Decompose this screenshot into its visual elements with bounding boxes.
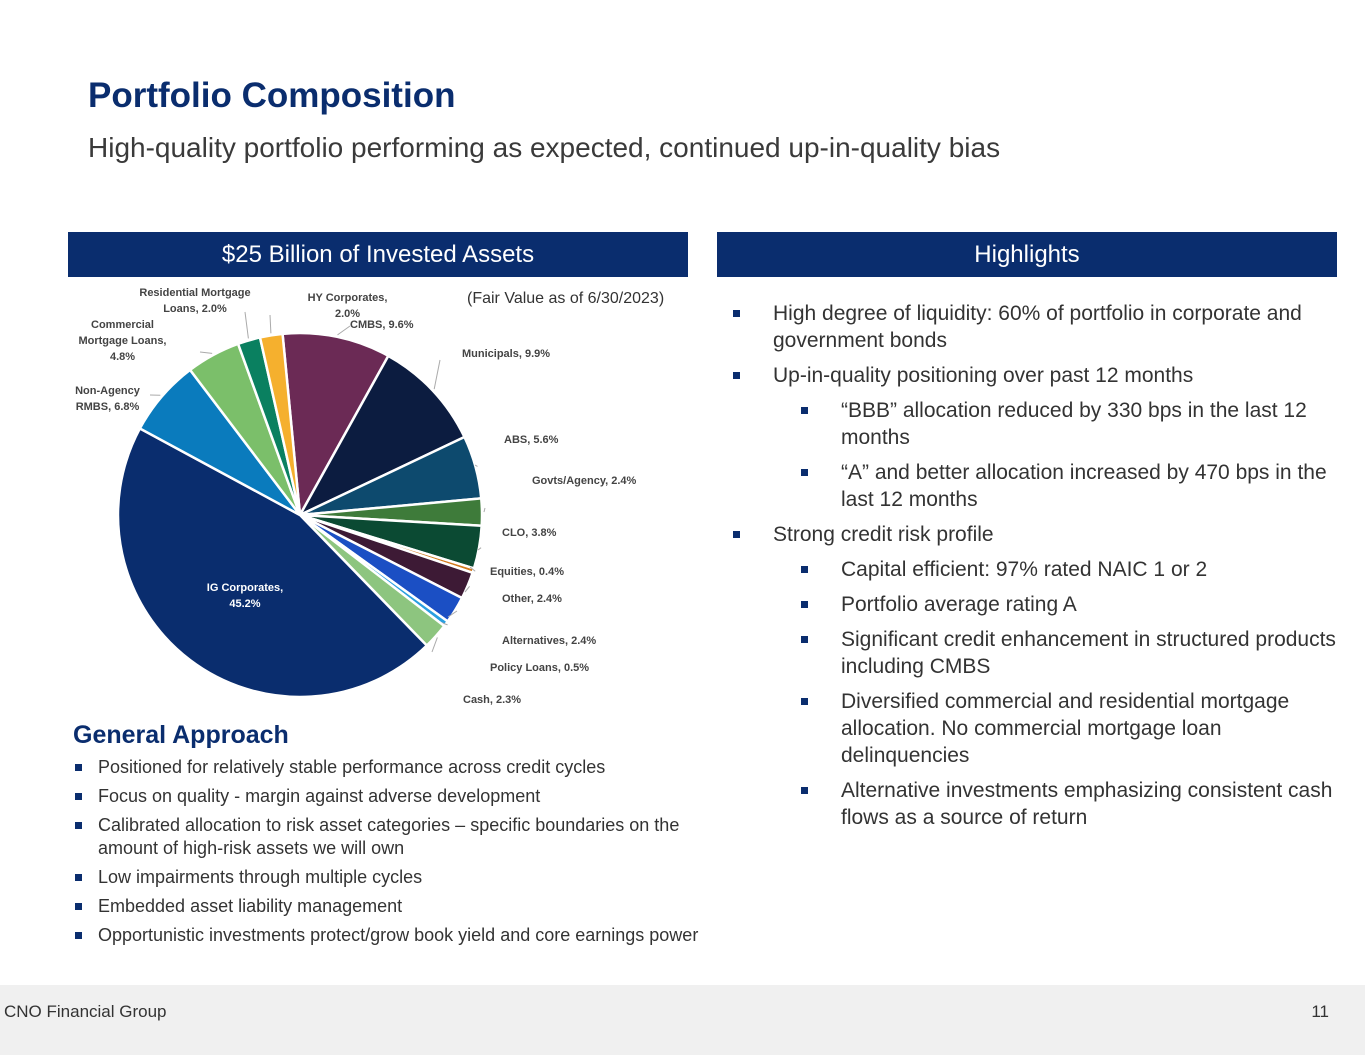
- general-approach-title: General Approach: [73, 721, 289, 749]
- leader-line: [244, 311, 249, 339]
- highlight-item: “BBB” allocation reduced by 330 bps in t…: [730, 397, 1340, 451]
- data-label: Alternatives, 2.4%: [502, 635, 597, 647]
- data-label: Equities, 0.4%: [490, 566, 564, 578]
- data-label: IG Corporates, 45.2%: [206, 582, 284, 610]
- highlight-item: Portfolio average rating A: [730, 591, 1340, 618]
- page-number: 11: [1311, 1002, 1329, 1021]
- highlight-item: High degree of liquidity: 60% of portfol…: [730, 300, 1340, 354]
- highlight-item: Diversified commercial and residential m…: [730, 688, 1340, 769]
- leader-line: [337, 325, 351, 336]
- data-label: Residential Mortgage Loans, 2.0%: [139, 287, 251, 315]
- data-label: Policy Loans, 0.5%: [490, 662, 590, 674]
- approach-item: Low impairments through multiple cycles: [73, 866, 713, 889]
- leader-line: [483, 507, 486, 513]
- page-title: Portfolio Composition: [88, 76, 456, 115]
- portfolio-pie-chart: [116, 311, 486, 699]
- leader-line: [269, 314, 272, 334]
- highlight-item: Alternative investments emphasizing cons…: [730, 777, 1340, 831]
- approach-item: Embedded asset liability management: [73, 895, 713, 918]
- pie-slice-ig-corporates: [116, 426, 429, 699]
- approach-item: Positioned for relatively stable perform…: [73, 756, 713, 779]
- leader-line: [469, 566, 476, 572]
- pie-slice-cmbs: [281, 331, 391, 520]
- invested-assets-header: $25 Billion of Invested Assets: [68, 232, 688, 277]
- highlight-item: Capital efficient: 97% rated NAIC 1 or 2: [730, 556, 1340, 583]
- data-label: Govts/Agency, 2.4%: [532, 475, 637, 487]
- data-label: CLO, 3.8%: [502, 527, 557, 539]
- leader-line: [477, 547, 482, 551]
- approach-item: Calibrated allocation to risk asset cate…: [73, 814, 713, 860]
- data-label: Cash, 2.3%: [463, 694, 522, 706]
- pie-slice-municipals: [297, 354, 467, 518]
- general-approach-list: Positioned for relatively stable perform…: [73, 756, 713, 953]
- highlight-item: Up-in-quality positioning over past 12 m…: [730, 362, 1340, 389]
- highlights-header: Highlights: [717, 232, 1337, 277]
- leader-line: [433, 359, 441, 390]
- pie-slice-hy-corporates: [258, 332, 302, 516]
- approach-item: Opportunistic investments protect/grow b…: [73, 924, 713, 947]
- leader-line: [464, 586, 470, 593]
- data-label: CMBS, 9.6%: [350, 319, 414, 331]
- highlight-item: Significant credit enhancement in struct…: [730, 626, 1340, 680]
- data-label: ABS, 5.6%: [504, 434, 559, 446]
- footer-company: CNO Financial Group: [4, 1002, 167, 1021]
- highlight-item: Strong credit risk profile: [730, 521, 1340, 548]
- leader-line: [474, 464, 478, 467]
- data-label: HY Corporates, 2.0%: [307, 292, 388, 320]
- page-subtitle: High-quality portfolio performing as exp…: [88, 132, 1001, 163]
- highlight-item: “A” and better allocation increased by 4…: [730, 459, 1340, 513]
- data-label: Municipals, 9.9%: [462, 348, 551, 360]
- leader-line: [199, 351, 213, 354]
- leader-line: [447, 610, 458, 618]
- data-label: Other, 2.4%: [502, 593, 562, 605]
- highlights-list: High degree of liquidity: 60% of portfol…: [730, 300, 1340, 839]
- fair-value-note: (Fair Value as of 6/30/2023): [467, 290, 665, 307]
- approach-item: Focus on quality - margin against advers…: [73, 785, 713, 808]
- footer-bar: [0, 985, 1365, 1055]
- data-label: Non-Agency RMBS, 6.8%: [75, 385, 140, 413]
- data-label: Commercial Mortgage Loans, 4.8%: [78, 319, 167, 363]
- leader-line: [431, 637, 438, 653]
